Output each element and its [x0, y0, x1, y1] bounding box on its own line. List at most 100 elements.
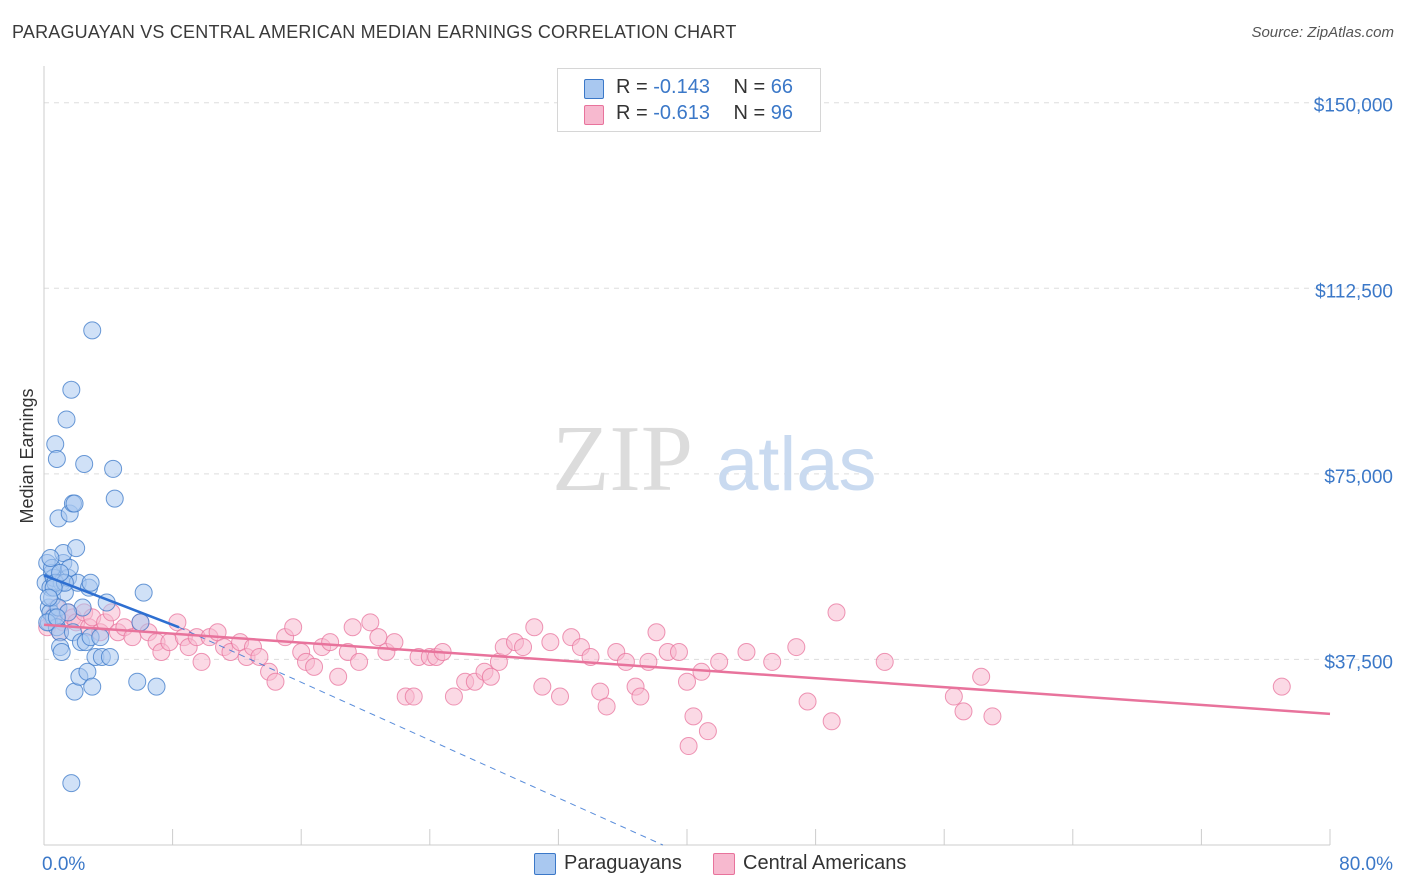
central-americans-label: Central Americans: [743, 852, 907, 874]
paraguayans-trend-line: [43, 574, 180, 629]
paraguayan-point: [47, 450, 66, 469]
central-american-point: [533, 677, 552, 696]
paraguayan-point: [57, 410, 76, 429]
axes: [43, 66, 1331, 846]
central-american-point: [305, 657, 324, 676]
legend-row-central-americans: R = -0.613 N = 96: [584, 102, 794, 125]
x-tick-labels: 0.0% 80.0%: [42, 854, 1393, 875]
paraguayan-point: [100, 647, 119, 666]
central-american-point: [679, 737, 698, 756]
central-american-point: [698, 722, 717, 741]
paraguayan-point: [39, 588, 58, 607]
central-american-point: [1272, 677, 1291, 696]
legend-r-value: -0.613: [653, 102, 710, 124]
paraguayan-point: [83, 321, 102, 340]
central-american-point: [737, 643, 756, 662]
paraguayan-point: [67, 539, 86, 558]
paraguayan-point: [65, 494, 84, 513]
central-american-point: [875, 652, 894, 671]
central-american-point: [321, 633, 340, 652]
central-american-point: [481, 667, 500, 686]
central-american-point: [669, 643, 688, 662]
central-american-point: [404, 687, 423, 706]
watermark: ZIP atlas: [552, 407, 877, 511]
central-american-point: [798, 692, 817, 711]
central-american-point: [123, 628, 142, 647]
central-american-point: [551, 687, 570, 706]
central-american-point: [361, 613, 380, 632]
legend-n-label: N =: [733, 76, 771, 98]
central-american-point: [343, 618, 362, 637]
paraguayans-points: [36, 321, 166, 793]
trend-lines: [43, 574, 1331, 846]
legend-r-label: R =: [616, 76, 654, 98]
y-tick-label: $150,000: [1314, 96, 1393, 117]
correlation-legend: R = -0.143 N = 66 R = -0.613 N = 96: [557, 68, 821, 132]
legend-r-label: R =: [616, 102, 654, 124]
central-american-point: [763, 652, 782, 671]
paraguayan-point: [41, 548, 60, 567]
central-american-point: [250, 647, 269, 666]
y-tick-label: $37,500: [1324, 652, 1393, 673]
central-american-point: [597, 697, 616, 716]
central-americans-swatch: [713, 853, 735, 875]
x-tick-label-max: 80.0%: [1339, 854, 1393, 875]
central-american-point: [647, 623, 666, 642]
legend-row-paraguayans: R = -0.143 N = 66: [584, 76, 794, 99]
gridlines: [44, 102, 1394, 660]
central-american-point: [787, 638, 806, 657]
central-american-point: [954, 702, 973, 721]
central-american-point: [329, 667, 348, 686]
paraguayan-point: [52, 643, 71, 662]
central-american-point: [710, 652, 729, 671]
central-american-point: [684, 707, 703, 726]
central-american-point: [541, 633, 560, 652]
paraguayan-point: [81, 573, 100, 592]
legend-r-value: -0.143: [653, 76, 710, 98]
paraguayan-point: [147, 677, 166, 696]
y-axis-label: Median Earnings: [17, 388, 37, 523]
paraguayans-swatch: [534, 853, 556, 875]
central-american-point: [385, 633, 404, 652]
paraguayan-point: [62, 774, 81, 793]
paraguayan-point: [47, 608, 66, 627]
legend-n-value: 66: [770, 76, 794, 98]
paraguayans-label: Paraguayans: [564, 852, 682, 874]
central-american-point: [591, 682, 610, 701]
central-american-point: [444, 687, 463, 706]
central-american-point: [678, 672, 696, 691]
central-american-point: [944, 687, 963, 706]
watermark-zip: ZIP: [552, 407, 693, 511]
paraguayan-point: [134, 583, 153, 602]
legend-n-label: N =: [733, 102, 771, 124]
y-tick-label: $112,500: [1315, 281, 1393, 302]
paraguayan-point: [91, 628, 110, 647]
bottom-legend-central-americans[interactable]: Central Americans: [713, 852, 907, 875]
central-american-point: [350, 652, 369, 671]
watermark-atlas: atlas: [716, 422, 877, 507]
legend-swatch-pink: [584, 105, 604, 125]
paraguayan-point: [104, 459, 123, 478]
central-american-point: [616, 652, 635, 671]
central-american-point: [631, 687, 650, 706]
y-tick-labels: $37,500 $75,000 $112,500 $150,000: [1314, 96, 1393, 674]
central-american-point: [525, 618, 544, 637]
central-american-point: [284, 618, 303, 637]
source-label: Source: ZipAtlas.com: [1251, 24, 1394, 41]
paraguayan-point: [62, 380, 81, 399]
central-americans-trend-line: [43, 623, 1331, 716]
paraguayan-point: [83, 677, 102, 696]
central-american-point: [266, 672, 285, 691]
paraguayan-point: [128, 672, 147, 691]
central-american-point: [972, 667, 991, 686]
central-american-point: [369, 628, 388, 647]
central-american-point: [827, 603, 846, 622]
legend-swatch-blue: [584, 79, 604, 99]
bottom-legend-paraguayans[interactable]: Paraguayans: [534, 852, 682, 875]
paraguayans-trend-extension: [178, 626, 664, 846]
central-american-point: [983, 707, 1002, 726]
central-american-point: [192, 652, 211, 671]
central-american-point: [822, 712, 841, 731]
legend-n-value: 96: [770, 102, 794, 124]
